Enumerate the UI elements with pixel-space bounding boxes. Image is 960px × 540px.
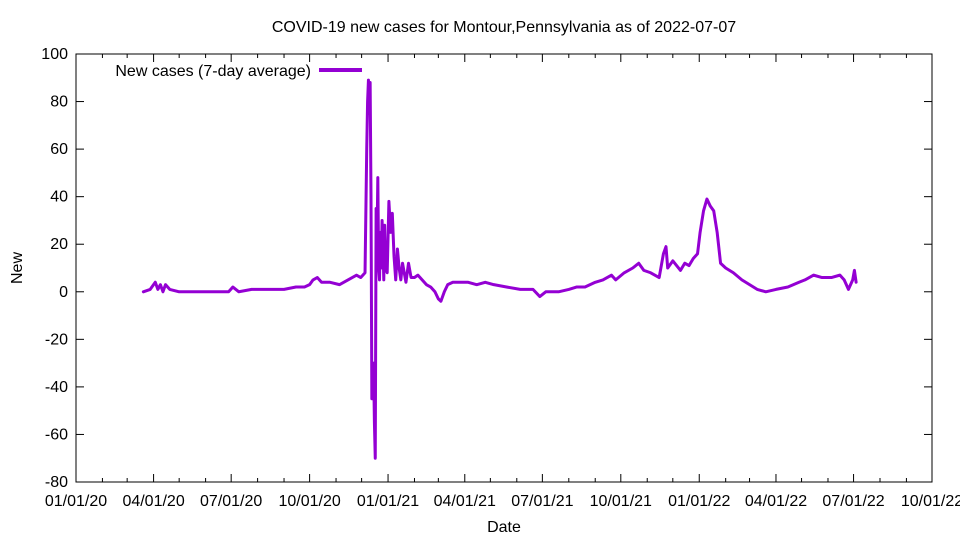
series-lines: [141, 78, 858, 460]
y-tick-label: 20: [50, 236, 68, 253]
y-tick-label: 0: [59, 284, 68, 301]
y-tick-label: 100: [41, 46, 68, 63]
x-axis-label: Date: [487, 519, 521, 536]
y-tick-label: -80: [45, 474, 68, 491]
chart-title: COVID-19 new cases for Montour,Pennsylva…: [272, 19, 736, 36]
y-tick-label: -20: [45, 331, 68, 348]
x-tick-label: 01/01/20: [45, 493, 107, 510]
y-tick-label: -60: [45, 426, 68, 443]
plot-frame: [75, 53, 933, 483]
y-axis-label: New: [9, 252, 26, 284]
x-tick-label: 04/01/22: [745, 493, 807, 510]
y-tick-label: 40: [50, 189, 68, 206]
x-tick-label: 10/01/20: [278, 493, 340, 510]
x-tick-label: 07/01/22: [822, 493, 884, 510]
axis-ticks: -80 -60 -40 -20 0 20 40 60 80 100 01/01/20 04/01/20…: [41, 46, 960, 510]
x-tick-label: 04/01/21: [434, 493, 496, 510]
x-tick-label: 10/01/22: [901, 493, 960, 510]
x-tick-label: 04/01/20: [122, 493, 184, 510]
legend-label: New cases (7-day average): [115, 63, 311, 80]
x-tick-label: 10/01/21: [590, 493, 652, 510]
y-tick-label: -40: [45, 379, 68, 396]
x-tick-label: 07/01/20: [200, 493, 262, 510]
y-tick-label: 60: [50, 141, 68, 158]
x-tick-label: 01/01/22: [668, 493, 730, 510]
x-tick-label: 07/01/21: [511, 493, 573, 510]
legend: New cases (7-day average): [115, 63, 362, 80]
series-line: [141, 78, 858, 460]
x-tick-label: 01/01/21: [357, 493, 419, 510]
y-tick-label: 80: [50, 94, 68, 111]
